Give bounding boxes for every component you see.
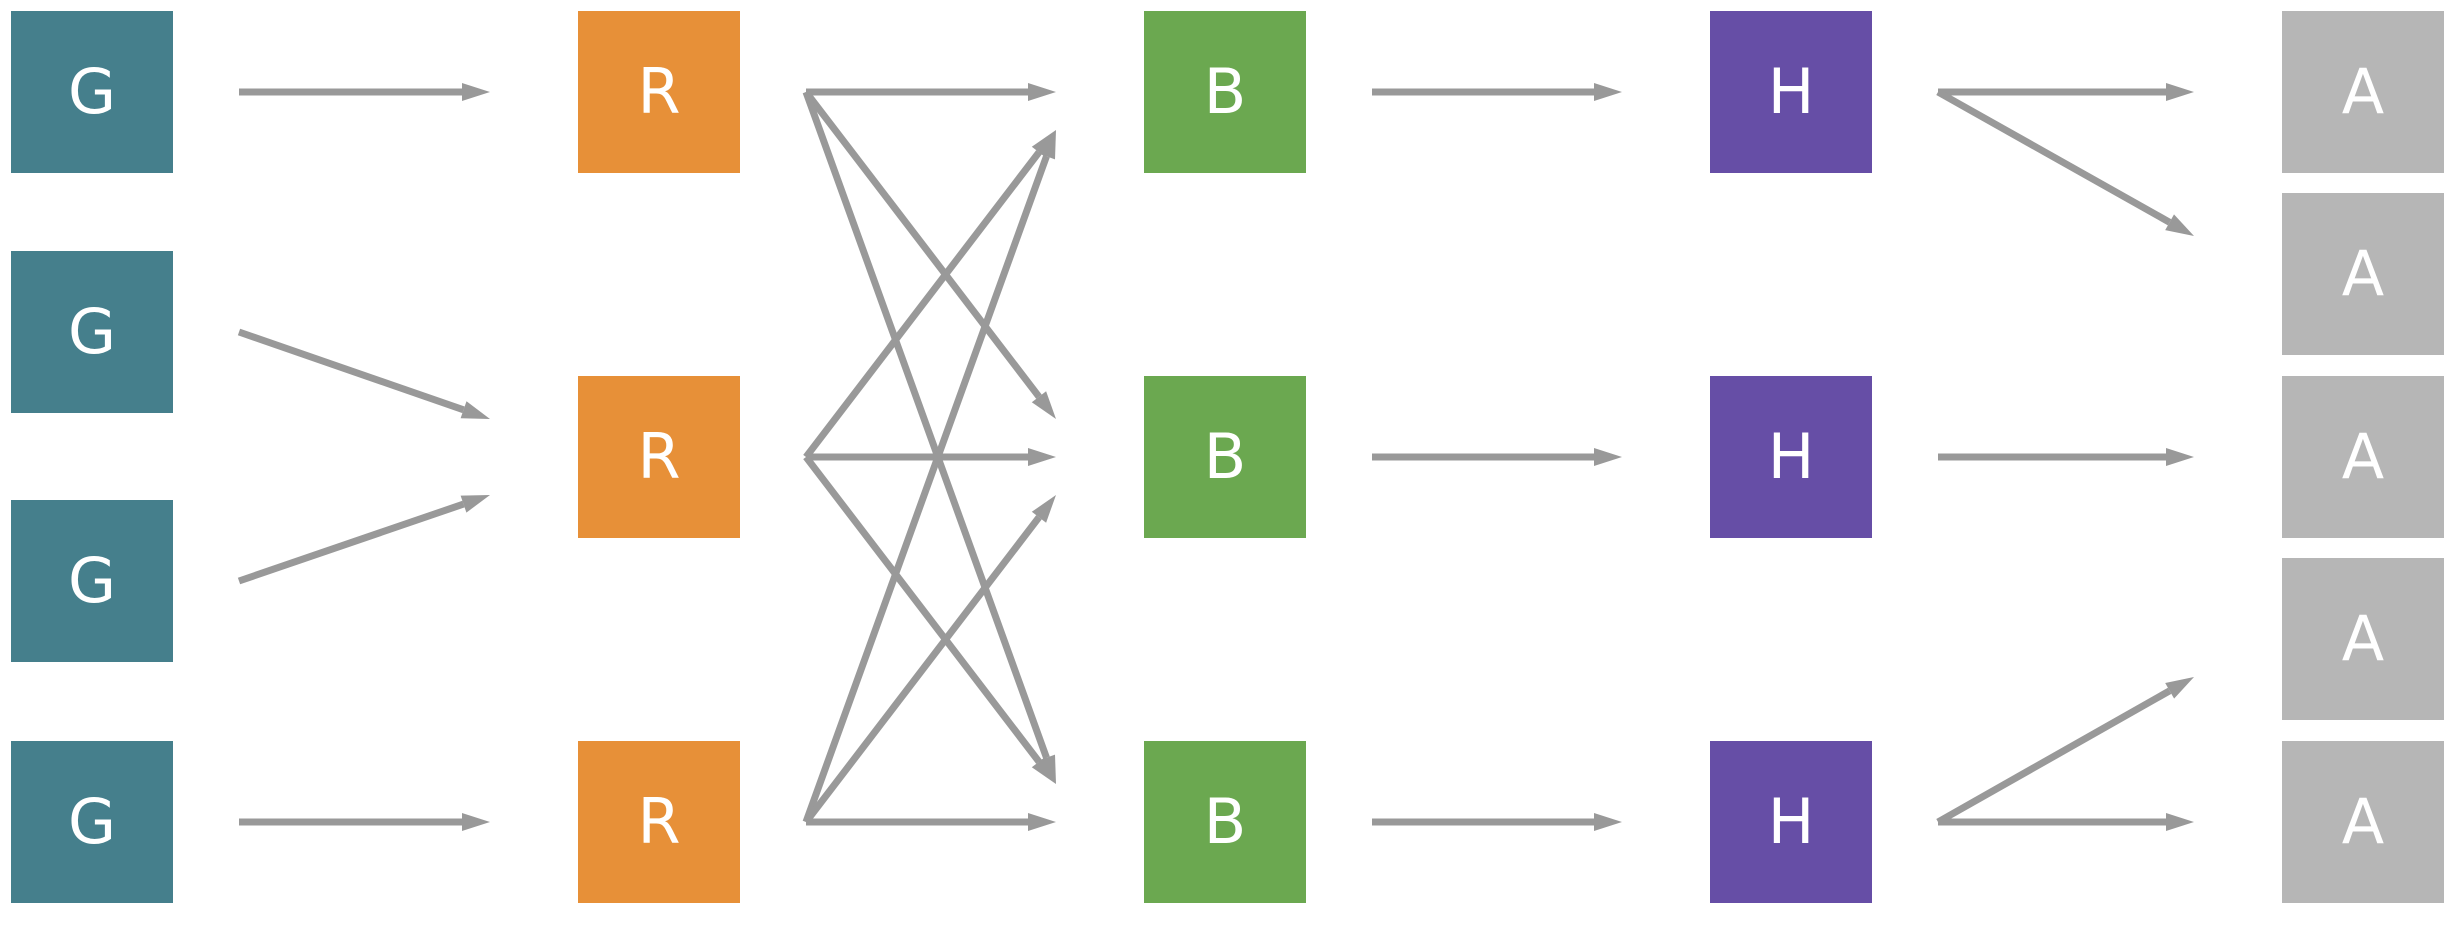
edge-arrow bbox=[802, 130, 1056, 824]
node-b-1: B bbox=[1144, 11, 1306, 173]
edge-arrow bbox=[239, 813, 490, 831]
edge-line bbox=[1936, 88, 2172, 226]
node-h-2: H bbox=[1710, 376, 1872, 538]
node-label: R bbox=[637, 55, 681, 128]
arrowhead-icon bbox=[460, 401, 490, 419]
node-a-2: A bbox=[2282, 193, 2444, 355]
arrowhead-icon bbox=[1031, 495, 1056, 523]
node-label: H bbox=[1767, 785, 1815, 858]
arrowhead-icon bbox=[1028, 448, 1056, 466]
node-g-1: G bbox=[11, 11, 173, 173]
arrowhead-icon bbox=[1031, 391, 1056, 419]
node-r-3: R bbox=[578, 741, 740, 903]
node-label: A bbox=[2341, 420, 2385, 493]
arrowhead-icon bbox=[1031, 130, 1056, 158]
edge-arrow bbox=[803, 495, 1056, 825]
node-a-4: A bbox=[2282, 558, 2444, 720]
arrowhead-icon bbox=[462, 83, 490, 101]
edge-line bbox=[237, 328, 465, 414]
edge-arrow bbox=[237, 495, 490, 585]
edge-arrow bbox=[803, 89, 1056, 419]
edge-line bbox=[802, 90, 1050, 759]
node-r-1: R bbox=[578, 11, 740, 173]
node-h-1: H bbox=[1710, 11, 1872, 173]
edge-line bbox=[803, 454, 1042, 764]
edge-arrow bbox=[806, 448, 1056, 466]
node-a-5: A bbox=[2282, 741, 2444, 903]
node-label: A bbox=[2341, 237, 2385, 310]
arrowhead-icon bbox=[1028, 813, 1056, 831]
node-g-4: G bbox=[11, 741, 173, 903]
edge-arrow bbox=[239, 83, 490, 101]
node-label: H bbox=[1767, 55, 1815, 128]
arrowhead-icon bbox=[2166, 83, 2194, 101]
node-label: B bbox=[1203, 55, 1247, 128]
node-r-2: R bbox=[578, 376, 740, 538]
edge-line bbox=[237, 500, 465, 585]
node-a-1: A bbox=[2282, 11, 2444, 173]
arrowhead-icon bbox=[2165, 214, 2194, 236]
edge-arrow bbox=[1372, 448, 1622, 466]
node-b-3: B bbox=[1144, 741, 1306, 903]
node-label: G bbox=[67, 55, 117, 128]
edge-line bbox=[802, 155, 1050, 824]
edge-arrow bbox=[1938, 448, 2194, 466]
arrowhead-icon bbox=[1594, 83, 1622, 101]
edge-line bbox=[803, 89, 1042, 399]
edge-arrow bbox=[803, 130, 1056, 460]
edge-arrow bbox=[1372, 83, 1622, 101]
edge-line bbox=[803, 515, 1042, 825]
arrowhead-icon bbox=[1594, 448, 1622, 466]
arrowhead-icon bbox=[1028, 83, 1056, 101]
node-label: A bbox=[2341, 55, 2385, 128]
node-h-3: H bbox=[1710, 741, 1872, 903]
node-label: A bbox=[2341, 785, 2385, 858]
edge-line bbox=[803, 150, 1042, 460]
node-g-3: G bbox=[11, 500, 173, 662]
arrowhead-icon bbox=[2166, 448, 2194, 466]
node-label: G bbox=[67, 785, 117, 858]
edge-arrow bbox=[1936, 677, 2194, 826]
node-label: H bbox=[1767, 420, 1815, 493]
edge-arrow bbox=[237, 328, 490, 419]
node-b-2: B bbox=[1144, 376, 1306, 538]
edge-arrow bbox=[806, 83, 1056, 101]
edge-arrow bbox=[1938, 813, 2194, 831]
edge-line bbox=[1936, 687, 2172, 826]
arrowhead-icon bbox=[460, 495, 490, 513]
node-label: R bbox=[637, 420, 681, 493]
arrowhead-icon bbox=[462, 813, 490, 831]
node-label: R bbox=[637, 785, 681, 858]
node-label: G bbox=[67, 544, 117, 617]
node-label: A bbox=[2341, 602, 2385, 675]
arrowhead-icon bbox=[2165, 677, 2194, 699]
node-a-3: A bbox=[2282, 376, 2444, 538]
edge-arrow bbox=[803, 454, 1056, 784]
edge-arrow bbox=[1936, 88, 2194, 236]
edge-arrow bbox=[1372, 813, 1622, 831]
edge-arrow bbox=[1938, 83, 2194, 101]
edge-arrow bbox=[806, 813, 1056, 831]
arrowhead-icon bbox=[1038, 130, 1056, 160]
arrowhead-icon bbox=[1031, 756, 1056, 784]
node-label: G bbox=[67, 295, 117, 368]
arrowhead-icon bbox=[2166, 813, 2194, 831]
edge-arrow bbox=[802, 90, 1056, 784]
node-label: B bbox=[1203, 785, 1247, 858]
arrowhead-icon bbox=[1594, 813, 1622, 831]
node-g-2: G bbox=[11, 251, 173, 413]
node-label: B bbox=[1203, 420, 1247, 493]
